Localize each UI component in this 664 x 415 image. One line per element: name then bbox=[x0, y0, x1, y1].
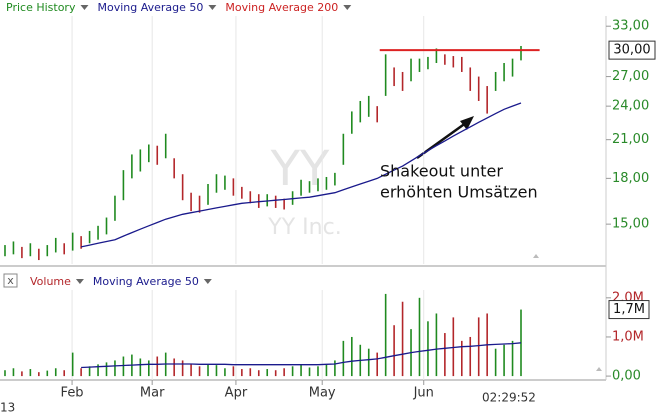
legend-entry: Price History bbox=[6, 1, 76, 14]
x-tick-label: Apr bbox=[225, 386, 248, 401]
legend-entry: Moving Average 200 bbox=[225, 1, 338, 14]
last-value-box bbox=[608, 300, 650, 320]
moving-average-line bbox=[80, 102, 522, 248]
watermark: YY bbox=[270, 141, 330, 197]
y-tick-label: 27,00 bbox=[612, 69, 649, 84]
scroll-icon bbox=[596, 367, 602, 371]
moving-average-line bbox=[81, 342, 522, 369]
annotation: erhöhten Umsätzen bbox=[380, 183, 538, 202]
x-tick-label: Jun bbox=[413, 386, 434, 401]
legend-entry: Moving Average 50 bbox=[97, 1, 203, 14]
legend-dropdown bbox=[208, 5, 217, 10]
y-tick-label: 24,00 bbox=[612, 99, 649, 114]
close-icon[interactable]: x bbox=[7, 274, 14, 287]
watermark: YY Inc. bbox=[267, 215, 341, 240]
time-label: 02:29:52 bbox=[482, 391, 536, 405]
x-tick-label: Mar bbox=[140, 386, 165, 401]
annotation-arrowhead bbox=[460, 116, 474, 130]
y-tick-label: 1,0M bbox=[612, 329, 644, 344]
last-value-label: 30,00 bbox=[613, 43, 650, 58]
legend-dropdown bbox=[203, 279, 212, 284]
close-button[interactable] bbox=[3, 273, 18, 288]
scroll-icon bbox=[533, 254, 539, 258]
x-tick-label: May bbox=[309, 386, 336, 401]
date-fragment: 13 bbox=[0, 401, 15, 415]
y-tick-label: 33,00 bbox=[612, 19, 649, 34]
annotation: Shakeout unter bbox=[380, 162, 503, 181]
last-value-box bbox=[608, 40, 656, 60]
y-tick-label: 0,00 bbox=[612, 369, 641, 384]
legend-entry: Moving Average 50 bbox=[93, 275, 199, 288]
legend-entry: Volume bbox=[30, 275, 71, 288]
last-value-label: 1,7M bbox=[613, 302, 645, 317]
x-tick-label: Feb bbox=[61, 386, 84, 401]
legend-dropdown bbox=[343, 5, 352, 10]
y-tick-label: 18,00 bbox=[612, 171, 649, 186]
y-tick-label: 21,00 bbox=[612, 132, 649, 147]
legend-dropdown bbox=[80, 5, 89, 10]
legend-dropdown bbox=[75, 279, 84, 284]
y-tick-label: 15,00 bbox=[612, 217, 649, 232]
